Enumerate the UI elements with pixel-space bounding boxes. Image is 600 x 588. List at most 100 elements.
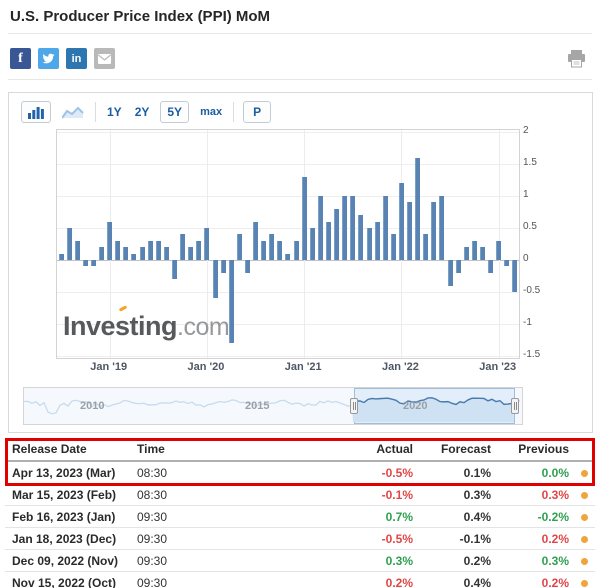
chart-card: 1Y 2Y 5Y max P 2 1.5 1 0.5 0 -0.5 -1 -1.5 Jan '… xyxy=(8,92,593,433)
settings-button[interactable]: P xyxy=(243,101,272,123)
navigator-left-handle[interactable] xyxy=(350,398,358,414)
bar-chart-type-button[interactable] xyxy=(21,101,51,123)
release-date-cell: Dec 09, 2022 (Nov) xyxy=(12,553,119,568)
forecast-cell: 0.2% xyxy=(463,553,491,568)
chart-bar xyxy=(301,176,307,260)
chart-bar xyxy=(171,260,177,280)
release-date-cell: Jan 18, 2023 (Dec) xyxy=(12,531,117,546)
chart-bar xyxy=(358,215,364,260)
divider xyxy=(8,33,592,34)
range-max-button[interactable]: max xyxy=(200,106,223,118)
print-button[interactable] xyxy=(567,50,586,73)
y-axis-label: 1.5 xyxy=(523,157,537,168)
chart-plot-area xyxy=(56,129,520,359)
forecast-cell: 0.4% xyxy=(463,509,491,524)
actual-cell: -0.5% xyxy=(381,531,413,546)
range-navigator[interactable]: 2010 2015 2020 xyxy=(23,387,523,425)
chart-bar xyxy=(374,221,380,260)
table-row: Feb 16, 2023 (Jan) 09:30 0.7% 0.4% -0.2% xyxy=(5,506,595,528)
event-dot-icon xyxy=(581,491,588,499)
range-1y-button[interactable]: 1Y xyxy=(107,105,122,119)
y-axis-label: -0.5 xyxy=(523,285,541,296)
time-cell: 08:30 xyxy=(137,465,168,480)
chart-bar xyxy=(244,260,250,273)
time-cell: 08:30 xyxy=(137,487,168,502)
chart-bar xyxy=(342,196,348,260)
chart-bar xyxy=(415,157,421,260)
chart-bar xyxy=(188,247,194,260)
event-dot-icon xyxy=(581,557,588,565)
table-row: Mar 15, 2023 (Feb) 08:30 -0.1% 0.3% 0.3% xyxy=(5,484,595,506)
y-axis-label: -1.5 xyxy=(523,349,541,360)
time-cell: 09:30 xyxy=(137,531,168,546)
chart-bar xyxy=(107,221,113,260)
forecast-cell: 0.1% xyxy=(463,465,491,480)
share-buttons: f in xyxy=(10,48,115,69)
toolbar-separator xyxy=(95,102,96,122)
col-previous: Previous xyxy=(518,442,569,456)
indicator-cell xyxy=(569,510,595,524)
zero-line xyxy=(57,260,519,261)
divider xyxy=(8,79,592,80)
chart-bar xyxy=(253,221,259,260)
table-row: Dec 09, 2022 (Nov) 09:30 0.3% 0.2% 0.3% xyxy=(5,550,595,572)
indicator-cell xyxy=(569,466,595,480)
toolbar-separator xyxy=(233,102,235,122)
chart-bar xyxy=(82,260,88,267)
y-axis-label: 0.5 xyxy=(523,221,537,232)
x-axis-label: Jan '19 xyxy=(90,361,128,373)
navigator-right-handle[interactable] xyxy=(511,398,519,414)
twitter-share-button[interactable] xyxy=(38,48,59,69)
y-axis-label: 2 xyxy=(523,125,529,136)
chart-bar xyxy=(496,240,502,260)
investing-watermark: Investing.com xyxy=(63,305,230,342)
chart-bar xyxy=(131,253,137,260)
chart-bar xyxy=(423,234,429,260)
watermark-text: Investing xyxy=(63,311,178,341)
bar-chart-icon xyxy=(28,107,44,119)
chart-bar xyxy=(99,247,105,260)
time-cell: 09:30 xyxy=(137,509,168,524)
facebook-share-button[interactable]: f xyxy=(10,48,31,69)
x-axis-label: Jan '22 xyxy=(382,361,419,373)
col-actual: Actual xyxy=(376,442,413,456)
range-5y-button[interactable]: 5Y xyxy=(160,101,190,123)
economic-calendar-table: Release Date Time Actual Forecast Previo… xyxy=(5,438,595,588)
chart-bar xyxy=(220,260,226,273)
chart-bar xyxy=(407,202,413,260)
chart-bar xyxy=(390,234,396,260)
chart-bar xyxy=(455,260,461,273)
release-date-cell: Feb 16, 2023 (Jan) xyxy=(12,509,116,524)
table-row: Nov 15, 2022 (Oct) 09:30 0.2% 0.4% 0.2% xyxy=(5,572,595,588)
indicator-cell xyxy=(569,488,595,502)
navigator-sparkline xyxy=(24,397,520,422)
linkedin-share-button[interactable]: in xyxy=(66,48,87,69)
chart-bar xyxy=(196,240,202,260)
line-chart-type-button[interactable] xyxy=(60,105,86,119)
chart-toolbar: 1Y 2Y 5Y max P xyxy=(21,99,272,125)
chart-bar xyxy=(471,240,477,260)
event-dot-icon xyxy=(581,469,588,477)
chart-bar xyxy=(447,260,453,286)
gridline xyxy=(57,132,519,133)
chart-bar xyxy=(366,228,372,260)
chart-bar xyxy=(236,234,242,260)
chart-bar xyxy=(163,247,169,260)
indicator-cell xyxy=(569,576,595,588)
envelope-icon xyxy=(98,53,111,64)
email-share-button[interactable] xyxy=(94,48,115,69)
previous-cell: 0.2% xyxy=(541,531,569,546)
indicator-cell xyxy=(569,532,595,546)
release-date-cell: Nov 15, 2022 (Oct) xyxy=(12,575,117,588)
event-dot-icon xyxy=(581,579,588,587)
chart-bar xyxy=(309,228,315,260)
chart-bar xyxy=(512,260,518,292)
chart-bar xyxy=(90,260,96,267)
chart-bar xyxy=(398,183,404,260)
range-2y-button[interactable]: 2Y xyxy=(134,105,150,119)
chart-bar xyxy=(488,260,494,273)
y-axis-label: 0 xyxy=(523,253,529,264)
chart-bar xyxy=(439,196,445,260)
x-axis-label: Jan '20 xyxy=(187,361,225,373)
gridline xyxy=(57,164,519,165)
